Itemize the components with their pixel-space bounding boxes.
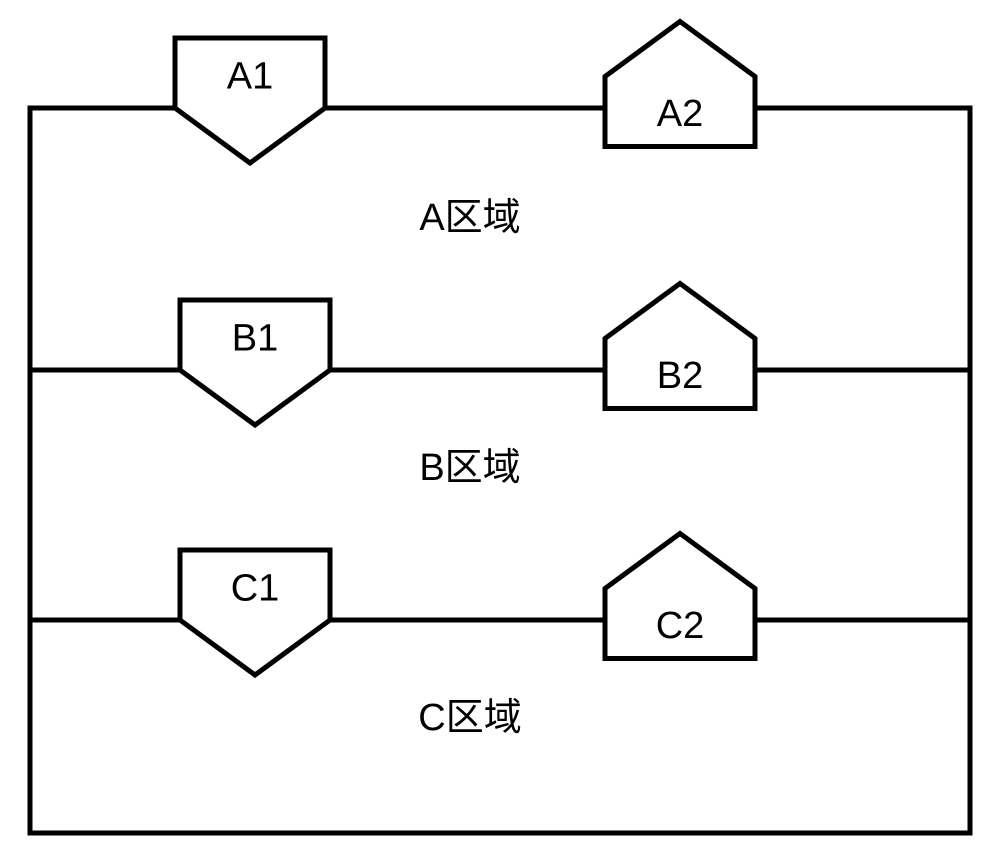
pentagon-label-A1: A1	[227, 56, 273, 98]
pentagon-label-B2: B2	[657, 355, 703, 397]
region-label-B: B区域	[419, 447, 520, 489]
pentagon-label-A2: A2	[657, 93, 703, 135]
region-label-A: A区域	[419, 197, 520, 239]
region-diagram: A区域 B区域 C区域 A1 A2 B1 B2 C1 C2	[0, 0, 1000, 855]
pentagon-label-B1: B1	[232, 318, 278, 360]
pentagon-label-C1: C1	[231, 568, 280, 610]
pentagon-label-C2: C2	[656, 605, 705, 647]
region-label-C: C区域	[418, 697, 521, 739]
